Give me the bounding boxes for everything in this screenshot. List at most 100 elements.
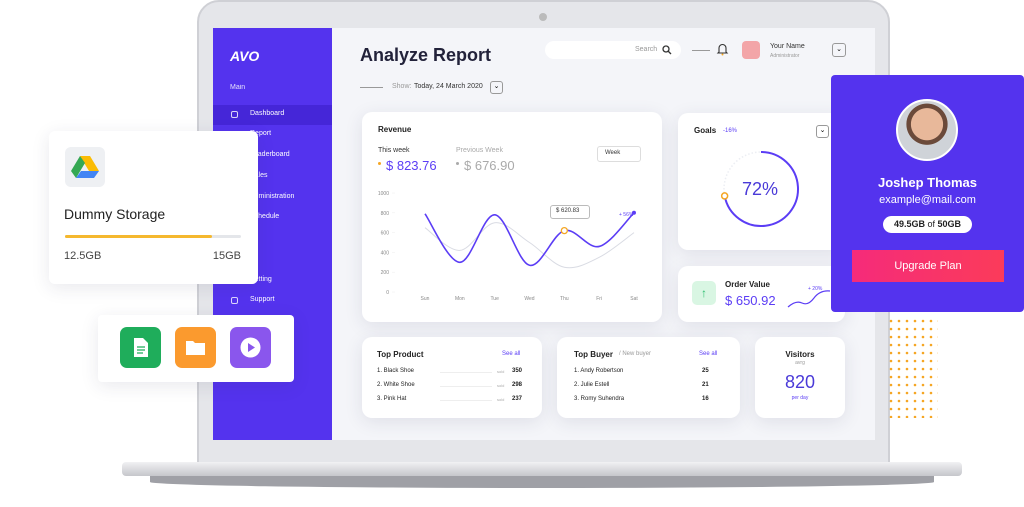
x-tick-label: Sat [630, 296, 638, 302]
bell-icon[interactable] [716, 43, 729, 56]
divider [360, 87, 383, 88]
folder-icon[interactable] [175, 327, 216, 368]
date-dropdown[interactable]: ⌄ [490, 81, 503, 94]
search-box[interactable] [545, 41, 681, 59]
storage-card: Dummy Storage 12.5GB 15GB [49, 131, 258, 284]
menu-item[interactable]: Administration [250, 193, 295, 200]
laptop-shadow [150, 476, 934, 488]
card-title: Order Value [725, 280, 770, 289]
card-title: Revenue [378, 125, 412, 134]
period-select[interactable] [597, 146, 641, 162]
drive-icon-box [65, 147, 105, 187]
y-tick-label: 200 [381, 270, 390, 276]
series-line [424, 212, 635, 267]
button-label: Upgrade Plan [894, 260, 962, 272]
change-label: + 56% [619, 212, 634, 218]
visitors-card: Visitors avrg 820 per day [755, 337, 845, 418]
y-tick-label: 1000 [378, 191, 389, 197]
dot-pattern [888, 318, 938, 418]
order-card: ↑ Order Value $ 650.92 + 20% [678, 266, 845, 322]
x-tick-label: Thu [560, 296, 569, 302]
active-item [213, 105, 332, 125]
goals-card: Goals -16% ⌄ 72% [678, 113, 845, 250]
sold-count: 298 [512, 382, 523, 388]
buyer-count: 21 [702, 382, 709, 388]
row-line [440, 400, 492, 401]
goals-dropdown[interactable]: ⌄ [816, 125, 829, 138]
progress-bar [65, 235, 212, 238]
tooltip-value: $ 620.83 [556, 208, 580, 214]
storage-pill: 49.5GB of 50GB [883, 216, 972, 233]
menu-item[interactable]: Support [250, 296, 275, 303]
menu-item[interactable]: Setting [250, 276, 272, 283]
x-tick-label: Mon [455, 296, 465, 302]
ring-end [720, 192, 729, 200]
row-line [440, 372, 492, 373]
y-tick-label: 800 [381, 211, 390, 217]
profile-card: Joshep Thomas example@mail.com 49.5GB of… [831, 75, 1024, 312]
search-placeholder: Search [635, 46, 658, 53]
menu-item[interactable]: Dashboard [250, 110, 285, 117]
product-name: 1. Black Shoe [377, 368, 415, 374]
camera [539, 13, 547, 21]
order-value: $ 650.92 [725, 293, 776, 308]
user-dropdown[interactable]: ⌄ [832, 43, 846, 57]
card-subtitle: avrg [795, 360, 805, 366]
revenue-card: Revenue This week $ 823.76 Previous Week… [362, 112, 662, 322]
files-card [98, 315, 294, 382]
buyer-name: 2. Julie Estell [574, 382, 610, 388]
sold-label: sold [497, 369, 505, 374]
see-all-link[interactable]: See all [699, 351, 718, 357]
previous-week-value: $ 676.90 [464, 158, 515, 173]
series-line [424, 222, 635, 269]
user-role: Administrator [770, 53, 800, 59]
row-line [440, 386, 492, 387]
visitors-period: per day [791, 395, 809, 401]
user-name: Your Name [770, 43, 805, 50]
revenue-chart: 0 200 400 600 800 1000 Sun Mon Tue Wed Thu Fri Sat [378, 191, 638, 302]
menu-item[interactable]: Report [250, 130, 272, 137]
x-tick-label: Tue [490, 296, 499, 302]
buyer-count: 16 [702, 396, 709, 402]
total: 50GB [937, 219, 962, 229]
bullet [378, 162, 381, 165]
menu-item[interactable]: Schedule [250, 213, 280, 220]
change-label: + 20% [808, 286, 823, 292]
menu-item[interactable]: Sales [250, 172, 268, 179]
search-icon[interactable] [662, 45, 672, 55]
card-title: Top Product [377, 350, 424, 359]
this-week-value: $ 823.76 [386, 158, 437, 173]
sold-label: sold [497, 383, 505, 388]
menu-icon [231, 111, 238, 118]
date: Today, 24 March 2020 [414, 83, 483, 90]
y-tick-label: 400 [381, 250, 390, 256]
profile-photo [896, 99, 958, 161]
x-tick-label: Sun [421, 296, 430, 302]
sold-count: 237 [512, 396, 523, 402]
user-avatar[interactable] [742, 41, 760, 59]
menu-item[interactable]: Leaderboard [250, 151, 290, 158]
buyer-name: 3. Romy Suhendra [574, 396, 625, 402]
top-buyer-card: Top Buyer / New buyer See all 1. Andy Ro… [557, 337, 740, 418]
ring-arc [723, 151, 799, 227]
card-subtitle: / New buyer [619, 351, 652, 357]
x-tick-label: Wed [524, 296, 534, 302]
end-point [632, 210, 636, 215]
total-label: 15GB [212, 250, 241, 262]
product-name: 3. Pink Hat [377, 396, 407, 402]
card-title: Visitors [785, 350, 815, 359]
video-icon[interactable] [230, 327, 271, 368]
upgrade-button[interactable]: Upgrade Plan [852, 250, 1004, 282]
card-title: Goals [694, 126, 717, 135]
doc-icon[interactable] [120, 327, 161, 368]
sold-label: sold [497, 397, 505, 402]
used-label: 12.5GB [64, 250, 102, 262]
y-tick-label: 600 [381, 231, 390, 237]
card-title: Top Buyer [574, 350, 613, 359]
used: 49.5GB [893, 219, 925, 229]
see-all-link[interactable]: See all [502, 351, 521, 357]
profile-email: example@mail.com [879, 194, 976, 206]
product-name: 2. White Shoe [377, 382, 415, 388]
section-label: Main [230, 84, 246, 91]
